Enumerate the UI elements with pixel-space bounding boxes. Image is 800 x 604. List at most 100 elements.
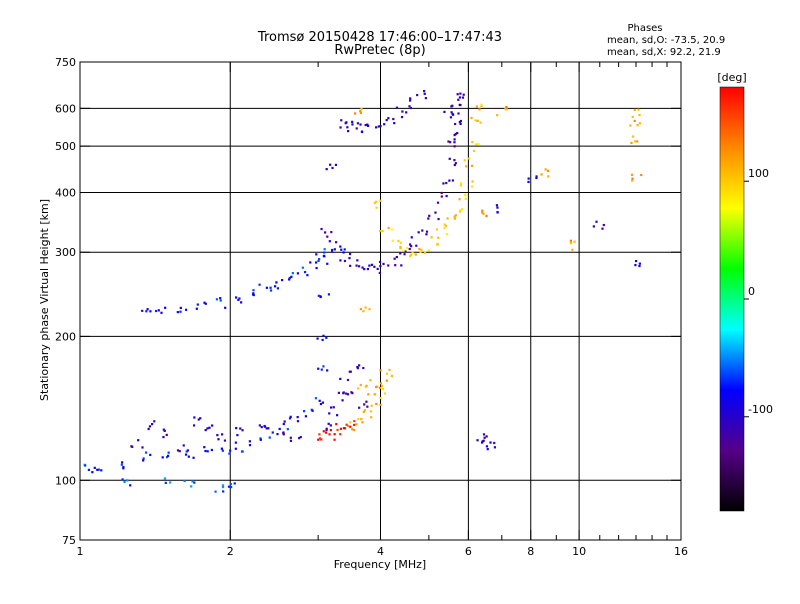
echo-point <box>265 427 268 430</box>
echo-point <box>370 404 373 407</box>
echo-point <box>221 449 224 452</box>
echo-point <box>193 416 196 419</box>
x-axis-label: Frequency [MHz] <box>334 558 426 571</box>
echo-point <box>640 173 643 177</box>
y-axis-label: Stationary phase Virtual Height [km] <box>38 199 51 401</box>
echo-point <box>325 427 328 430</box>
echo-point <box>265 286 268 289</box>
echo-point <box>330 250 334 253</box>
echo-point <box>329 163 332 166</box>
trace-e-region-scatter <box>130 364 369 453</box>
echo-point <box>437 217 440 221</box>
echo-point <box>314 397 318 400</box>
echo-point <box>414 253 417 256</box>
echo-point <box>331 166 334 170</box>
echo-point <box>379 229 382 233</box>
echo-point <box>399 241 402 244</box>
trace-e-region-trace <box>93 293 331 472</box>
echo-point <box>325 431 328 434</box>
echo-point <box>333 248 336 251</box>
echo-point <box>453 133 456 137</box>
echo-point <box>153 420 156 423</box>
echo-point <box>199 417 202 420</box>
echo-point <box>366 267 370 271</box>
echo-point <box>385 379 388 382</box>
echo-point <box>480 103 483 106</box>
echo-point <box>163 477 167 480</box>
echo-point <box>365 400 368 403</box>
echo-point <box>252 292 255 295</box>
echo-point <box>234 447 237 450</box>
echo-point <box>458 120 461 124</box>
echo-point <box>141 446 144 449</box>
echo-point <box>326 262 329 265</box>
echo-point <box>334 163 338 166</box>
echo-point <box>636 124 639 127</box>
echo-point <box>435 228 439 231</box>
echo-point <box>340 119 343 122</box>
echo-point <box>359 110 362 113</box>
echo-point <box>342 391 345 394</box>
echo-point <box>505 106 508 109</box>
echo-point <box>349 264 352 267</box>
echo-point <box>375 200 378 203</box>
echo-point <box>296 420 300 423</box>
echo-point <box>204 428 207 432</box>
echo-point <box>149 453 152 456</box>
echo-point <box>299 435 302 439</box>
echo-point <box>573 240 576 243</box>
echo-point <box>366 123 369 126</box>
echo-point <box>273 285 277 288</box>
echo-point <box>425 233 428 236</box>
x-tick-label: 6 <box>465 545 472 558</box>
echo-point <box>345 121 348 124</box>
echo-point <box>238 297 241 300</box>
echo-point <box>378 386 382 390</box>
echo-point <box>373 201 376 205</box>
echo-point <box>342 251 345 254</box>
echo-point <box>379 265 382 268</box>
echo-point <box>282 431 285 434</box>
echo-point <box>381 387 385 391</box>
echo-point <box>229 449 232 452</box>
echo-point <box>546 169 550 172</box>
echo-point <box>369 379 372 382</box>
echo-point <box>375 126 378 129</box>
echo-point <box>325 428 328 432</box>
echo-point <box>592 225 595 228</box>
echo-point <box>178 450 181 453</box>
echo-point <box>248 444 252 447</box>
y-tick-label: 400 <box>55 186 76 199</box>
echo-point <box>184 308 188 311</box>
echo-point <box>203 301 206 304</box>
echo-point <box>289 439 293 442</box>
echo-point <box>394 264 397 267</box>
echo-point <box>221 485 225 489</box>
echo-point <box>571 248 574 251</box>
echo-point <box>353 428 356 432</box>
echo-point <box>630 173 634 176</box>
echo-point <box>161 456 164 459</box>
echo-point <box>296 415 299 419</box>
echo-point <box>346 393 350 396</box>
echo-point <box>443 110 446 114</box>
echo-point <box>631 115 634 119</box>
echo-point <box>379 125 382 128</box>
echo-point <box>337 391 341 394</box>
echo-point <box>630 179 634 182</box>
echo-point <box>336 414 339 417</box>
echo-point <box>453 217 456 220</box>
echo-point <box>166 456 169 459</box>
echo-point <box>341 399 344 402</box>
echo-point <box>357 417 360 421</box>
echo-point <box>427 249 430 252</box>
echo-point <box>330 406 333 409</box>
echo-point <box>436 201 440 204</box>
echo-point <box>385 372 388 375</box>
echo-point <box>334 241 338 244</box>
echo-point <box>241 429 244 432</box>
echo-point <box>377 125 380 128</box>
echo-point <box>362 310 365 313</box>
echo-point <box>282 422 285 426</box>
echo-point <box>483 436 486 439</box>
